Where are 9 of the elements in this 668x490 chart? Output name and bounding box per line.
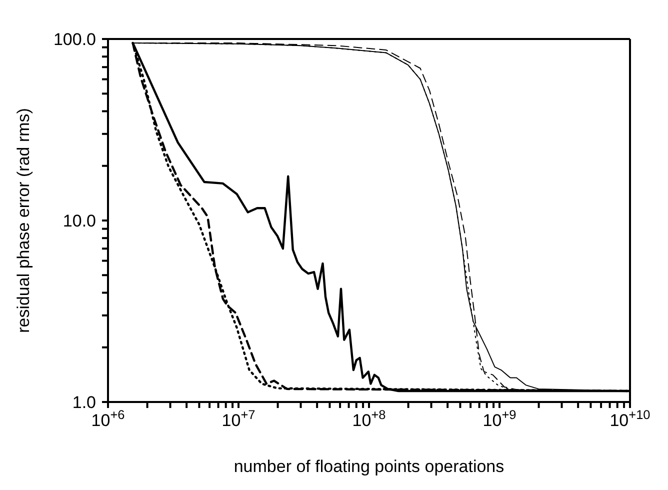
- y-axis-title: residual phase error (rad rms): [14, 108, 34, 333]
- y-tick-label: 1.0: [72, 393, 96, 412]
- x-tick-label: 10$^{+9}$: [482, 406, 516, 430]
- x-tick-label: 10$^{+7}$: [222, 406, 256, 430]
- y-tick-label: 10.0: [62, 212, 96, 230]
- x-tick-label: 10$^{+10}$: [610, 406, 650, 430]
- y-tick-label: 100.0: [53, 30, 96, 49]
- x-axis-title: number of floating points operations: [234, 457, 504, 476]
- x-tick-label: 10$^{+8}$: [352, 406, 386, 430]
